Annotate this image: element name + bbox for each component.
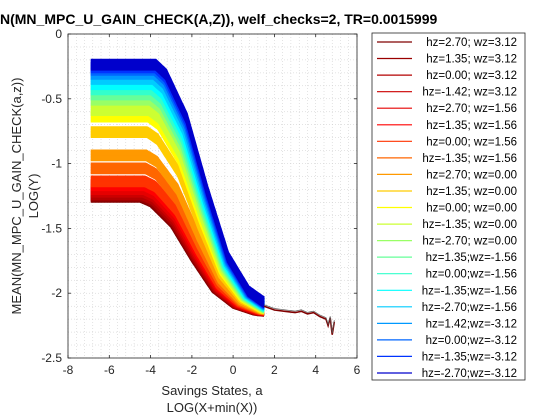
y-tick-label: 0	[55, 27, 62, 41]
legend-label: hz=1.35; wz=1.56	[426, 120, 517, 132]
legend-label: hz=2.70; wz=3.12	[426, 37, 517, 49]
legend-label: hz=0.00; wz=1.56	[426, 136, 517, 148]
legend-label: hz=-1.35; wz=1.56	[422, 153, 517, 165]
legend-label: hz=1.42;wz=-3.12	[426, 318, 517, 330]
x-tick-label: -2	[187, 363, 198, 377]
x-tick-label: -8	[63, 363, 74, 377]
x-tick-label: 0	[230, 363, 237, 377]
legend-items: hz=2.70; wz=3.12 hz=1.35; wz=3.12 hz=0.00;…	[377, 37, 517, 380]
axis-ticks: -8 -6 -4 -2 0 2 4 6 -2.5 -2 -1.5 -1 -0.5 0	[41, 27, 360, 377]
legend-label: hz=-1.42; wz=3.12	[422, 87, 517, 99]
legend-label: hz=2.70; wz=0.00	[426, 169, 517, 181]
chart-title: N(MN_MPC_U_GAIN_CHECK(A,Z)), welf_checks…	[0, 11, 437, 27]
y-tick-label: -2.5	[41, 351, 62, 365]
legend-label: hz=-2.70;wz=-1.56	[422, 302, 517, 314]
y-axis-label-line1: MEAN(MN_MPC_U_GAIN_CHECK(a,z))	[9, 78, 24, 315]
legend-label: hz=0.00; wz=0.00	[426, 203, 517, 215]
series-tail-line	[263, 304, 335, 334]
legend-label: hz=-1.35;wz=-1.56	[422, 285, 517, 297]
x-tick-label: 4	[312, 363, 319, 377]
x-tick-label: 2	[271, 363, 278, 377]
x-tick-label: -6	[104, 363, 115, 377]
legend-label: hz=1.35;wz=-1.56	[426, 252, 517, 264]
y-tick-label: -1.5	[41, 221, 62, 235]
plot-area: -8 -6 -4 -2 0 2 4 6 -2.5 -2 -1.5 -1 -0.5 0	[41, 27, 360, 377]
legend-label: hz=-1.35;wz=-3.12	[422, 351, 517, 363]
legend-label: hz=0.00; wz=3.12	[426, 70, 517, 82]
y-axis-label-line2: LOG(Y)	[26, 174, 41, 219]
x-tick-label: 6	[354, 363, 361, 377]
series-tail-group	[263, 304, 336, 335]
legend-label: hz=1.35; wz=3.12	[426, 54, 517, 66]
series-line	[90, 159, 265, 315]
legend-box	[371, 32, 526, 381]
legend: hz=2.70; wz=3.12 hz=1.35; wz=3.12 hz=0.00;…	[371, 32, 526, 381]
legend-label: hz=2.70; wz=1.56	[426, 103, 517, 115]
series-line	[90, 172, 265, 316]
x-tick-label: -4	[145, 363, 156, 377]
legend-label: hz=0.00;wz=-1.56	[426, 269, 517, 281]
plot-frame	[67, 33, 358, 359]
series-line	[90, 68, 265, 308]
legend-label: hz=1.35; wz=0.00	[426, 186, 517, 198]
x-axis-label-line1: Savings States, a	[161, 383, 263, 398]
series-line	[90, 120, 265, 315]
y-tick-label: -0.5	[41, 92, 62, 106]
legend-label: hz=-2.70; wz=0.00	[422, 236, 517, 248]
series-group	[90, 58, 265, 317]
y-tick-label: -1	[51, 157, 62, 171]
y-tick-label: -2	[51, 286, 62, 300]
series-line	[90, 113, 265, 314]
legend-label: hz=-2.70;wz=-3.12	[422, 368, 517, 380]
series-line	[90, 185, 265, 316]
x-axis-label-line2: LOG(X+min(X))	[167, 400, 258, 415]
legend-label: hz=0.00;wz=-3.12	[426, 335, 517, 347]
series-line	[90, 135, 265, 315]
legend-label: hz=-1.35; wz=0.00	[422, 219, 517, 231]
